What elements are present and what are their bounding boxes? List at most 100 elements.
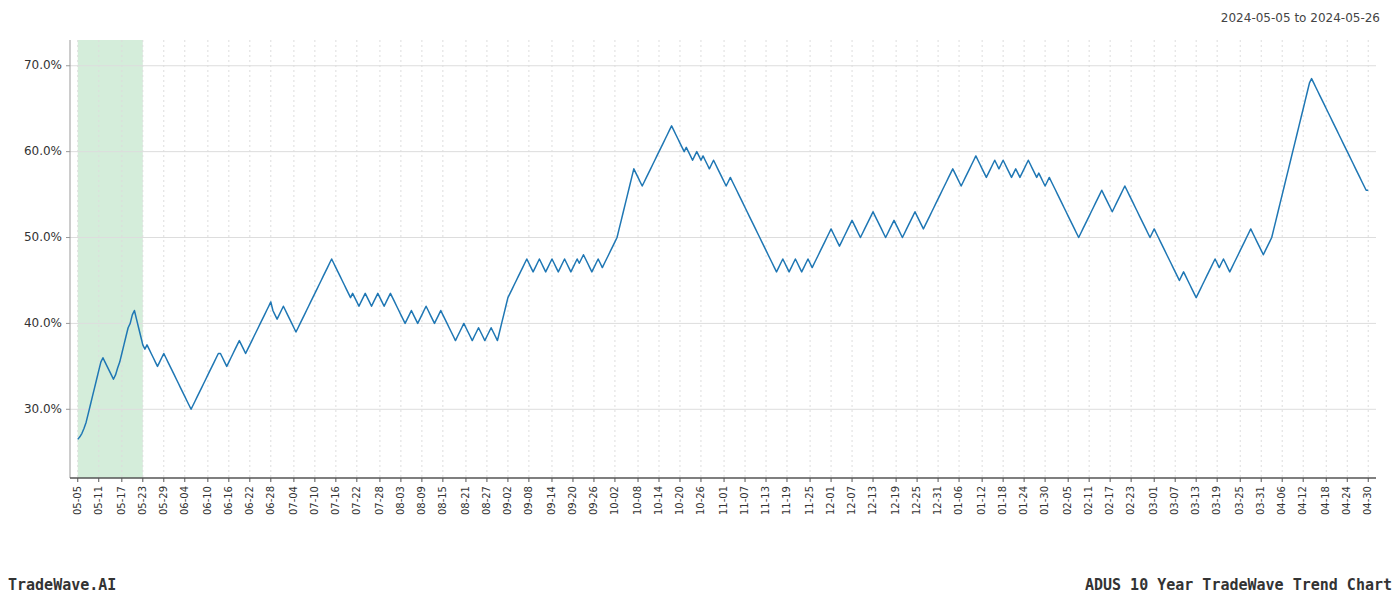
grid-line-x: [293, 40, 294, 478]
x-tick-label: 11-01: [718, 486, 729, 515]
grid-line-x: [938, 40, 939, 478]
x-tick: [1089, 478, 1090, 482]
y-tick: [66, 323, 70, 324]
x-tick: [1282, 478, 1283, 482]
grid-line-x: [896, 40, 897, 478]
grid-line-x: [1089, 40, 1090, 478]
x-tick: [77, 478, 78, 482]
x-tick: [551, 478, 552, 482]
x-tick: [1175, 478, 1176, 482]
x-tick: [1068, 478, 1069, 482]
grid-line-x: [486, 40, 487, 478]
x-tick: [163, 478, 164, 482]
x-tick: [959, 478, 960, 482]
y-axis-line: [70, 40, 71, 478]
x-tick-label: 08-21: [460, 486, 471, 515]
x-tick-label: 11-19: [781, 486, 792, 515]
subtitle: 2024-05-05 to 2024-05-26: [1221, 11, 1380, 25]
y-axis: 30.0%40.0%50.0%60.0%70.0%: [24, 58, 70, 416]
x-tick-label: 08-03: [395, 486, 406, 515]
x-tick-label: 06-16: [223, 486, 234, 515]
x-tick-label: 06-28: [265, 486, 276, 515]
grid-line-x: [852, 40, 853, 478]
x-tick-label: 12-19: [890, 486, 901, 515]
x-tick-label: 08-27: [481, 486, 492, 515]
x-tick: [293, 478, 294, 482]
x-tick: [1240, 478, 1241, 482]
x-tick-label: 08-09: [416, 486, 427, 515]
grid-line-x: [766, 40, 767, 478]
y-tick-label: 60.0%: [24, 144, 62, 158]
x-tick: [873, 478, 874, 482]
x-tick-label: 04-18: [1320, 486, 1331, 515]
x-tick: [745, 478, 746, 482]
x-tick-label: 09-02: [502, 486, 513, 515]
grid-line-x: [1068, 40, 1069, 478]
grid-line-x: [77, 40, 78, 478]
x-tick: [507, 478, 508, 482]
grid-line-y: [70, 151, 1376, 152]
grid-line-x: [1326, 40, 1327, 478]
x-tick: [638, 478, 639, 482]
grid-line-y: [70, 409, 1376, 410]
grid-line-x: [659, 40, 660, 478]
x-tick-label: 12-01: [825, 486, 836, 515]
x-tick-label: 06-10: [202, 486, 213, 515]
y-tick: [66, 65, 70, 66]
x-tick-label: 01-06: [953, 486, 964, 515]
x-tick-label: 09-08: [523, 486, 534, 515]
grid-line-y: [70, 323, 1376, 324]
highlight-band: [78, 40, 143, 478]
x-tick: [659, 478, 660, 482]
grid-line-x: [98, 40, 99, 478]
x-tick-label: 11-13: [760, 486, 771, 515]
grid-line-x: [614, 40, 615, 478]
x-tick-label: 05-29: [158, 486, 169, 515]
grid-line-x: [1003, 40, 1004, 478]
grid-line-x: [400, 40, 401, 478]
x-tick: [184, 478, 185, 482]
grid-line-x: [528, 40, 529, 478]
x-tick-label: 09-26: [588, 486, 599, 515]
grid-line-x: [700, 40, 701, 478]
grid-line-x: [228, 40, 229, 478]
x-tick-label: 07-10: [309, 486, 320, 515]
x-tick-label: 10-02: [609, 486, 620, 515]
grid-line-x: [207, 40, 208, 478]
chart: 30.0%40.0%50.0%60.0%70.0%05-0505-1105-17…: [0, 0, 1400, 600]
grid-line-x: [724, 40, 725, 478]
x-tick-label: 01-12: [976, 486, 987, 515]
grid-line-x: [1368, 40, 1369, 478]
grid-line-x: [1282, 40, 1283, 478]
x-tick: [852, 478, 853, 482]
y-tick: [66, 151, 70, 152]
grid-line-x: [1196, 40, 1197, 478]
grid-line-x: [1347, 40, 1348, 478]
x-tick: [786, 478, 787, 482]
grid-line-x: [314, 40, 315, 478]
footer-left: TradeWave.AI: [8, 576, 116, 594]
x-tick-label: 12-07: [846, 486, 857, 515]
grid-line-x: [121, 40, 122, 478]
x-tick-label: 05-23: [137, 486, 148, 515]
grid-line-x: [379, 40, 380, 478]
x-tick: [1217, 478, 1218, 482]
x-tick: [724, 478, 725, 482]
x-tick-label: 05-11: [93, 486, 104, 515]
x-tick: [766, 478, 767, 482]
x-tick-label: 02-05: [1062, 486, 1073, 515]
x-tick: [421, 478, 422, 482]
x-tick-label: 04-30: [1362, 486, 1373, 515]
y-tick: [66, 237, 70, 238]
x-tick-label: 06-04: [179, 486, 190, 515]
x-tick-label: 06-22: [244, 486, 255, 515]
x-tick-label: 01-30: [1039, 486, 1050, 515]
x-tick-label: 03-31: [1255, 486, 1266, 515]
x-tick-label: 04-06: [1276, 486, 1287, 515]
x-tick: [700, 478, 701, 482]
y-tick-label: 40.0%: [24, 316, 62, 330]
x-tick-label: 01-24: [1018, 486, 1029, 515]
x-tick-label: 02-17: [1104, 486, 1115, 515]
grid-line-x: [142, 40, 143, 478]
x-tick-label: 03-25: [1234, 486, 1245, 515]
